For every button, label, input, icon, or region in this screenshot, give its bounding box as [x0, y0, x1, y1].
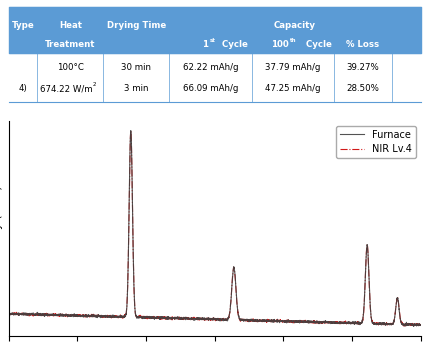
Furnace — [182, 317, 187, 321]
Furnace — [6, 311, 11, 316]
NIR Lv.4 — [6, 312, 11, 316]
Text: 28.50%: 28.50% — [347, 84, 380, 93]
Text: 39.27%: 39.27% — [347, 63, 380, 72]
Text: Treatment: Treatment — [45, 40, 96, 49]
Furnace — [366, 259, 371, 263]
Text: st: st — [209, 38, 215, 43]
NIR Lv.4 — [182, 316, 187, 320]
Y-axis label: Intensity (a. u.): Intensity (a. u.) — [0, 186, 3, 271]
NIR Lv.4 — [366, 260, 371, 264]
Text: th: th — [290, 38, 296, 43]
Text: 62.22 mAh/g: 62.22 mAh/g — [183, 63, 238, 72]
NIR Lv.4 — [77, 314, 82, 318]
Furnace — [77, 315, 82, 319]
Furnace — [164, 317, 169, 321]
Text: 100: 100 — [271, 40, 289, 49]
Line: Furnace: Furnace — [8, 131, 421, 326]
Text: 100°C: 100°C — [57, 63, 84, 72]
Text: 37.79 mAh/g: 37.79 mAh/g — [265, 63, 320, 72]
NIR Lv.4 — [164, 317, 169, 321]
Text: Drying Time: Drying Time — [107, 21, 166, 31]
Text: % Loss: % Loss — [346, 40, 380, 49]
NIR Lv.4 — [128, 129, 133, 133]
Bar — [8, 7, 421, 52]
Text: 30 min: 30 min — [121, 63, 151, 72]
Legend: Furnace, NIR Lv.4: Furnace, NIR Lv.4 — [336, 126, 416, 158]
Text: 674.22 W/m: 674.22 W/m — [40, 84, 93, 93]
Text: 47.25 mAh/g: 47.25 mAh/g — [265, 84, 321, 93]
Furnace — [53, 313, 58, 317]
Text: 66.09 mAh/g: 66.09 mAh/g — [183, 84, 238, 93]
Furnace — [128, 129, 133, 133]
Text: Cycle: Cycle — [219, 40, 248, 49]
NIR Lv.4 — [410, 323, 415, 328]
Furnace — [418, 323, 423, 327]
Text: Cycle: Cycle — [303, 40, 332, 49]
Text: 3 min: 3 min — [124, 84, 149, 93]
NIR Lv.4 — [418, 323, 423, 328]
Text: 4): 4) — [19, 84, 27, 93]
Text: Capacity: Capacity — [274, 21, 316, 31]
Furnace — [411, 324, 416, 328]
Text: Type: Type — [11, 21, 34, 31]
Furnace — [410, 323, 415, 327]
Text: 1: 1 — [202, 40, 208, 49]
Text: 2: 2 — [93, 82, 96, 86]
Line: NIR Lv.4: NIR Lv.4 — [8, 131, 421, 326]
Text: Heat: Heat — [59, 21, 82, 31]
NIR Lv.4 — [53, 312, 58, 317]
NIR Lv.4 — [417, 324, 422, 328]
